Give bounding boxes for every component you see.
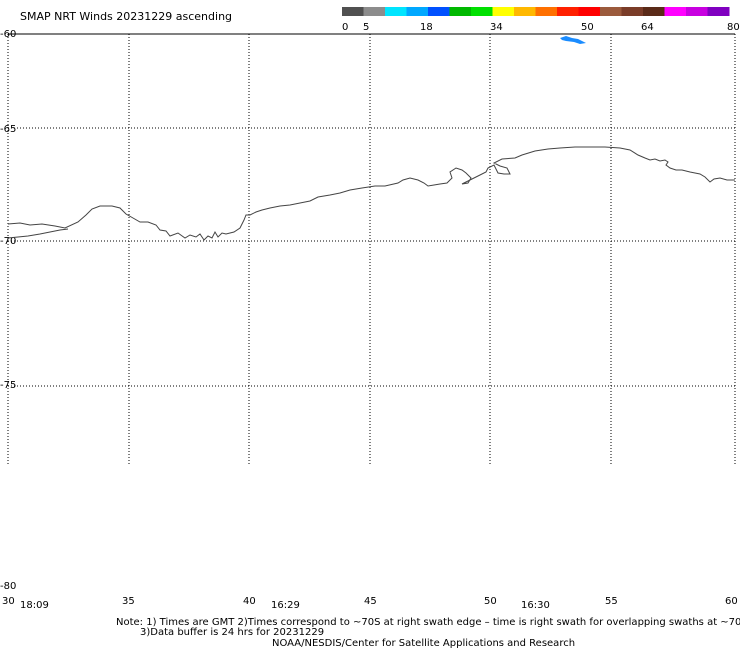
colorbar-segment — [514, 7, 536, 16]
wind-speed-colorbar: 0 5 18 34 50 64 80 — [342, 7, 740, 33]
time-label-3: 16:30 — [521, 600, 550, 611]
lon-label-60: 60 — [725, 596, 738, 607]
colorbar-segment — [492, 7, 515, 16]
colorbar-segment — [342, 7, 364, 16]
colorbar-segment — [363, 7, 386, 16]
colorbar-segment — [428, 7, 450, 16]
colorbar-tick-label: 0 — [342, 22, 348, 33]
colorbar-segment — [578, 7, 601, 16]
lon-label-50: 50 — [484, 596, 497, 607]
lat-lon-grid — [8, 34, 736, 465]
colorbar-segment — [707, 7, 730, 16]
time-label-1: 18:09 — [20, 600, 49, 611]
colorbar-tick-label: 64 — [641, 22, 654, 33]
colorbar-tick-label: 5 — [363, 22, 369, 33]
colorbar-segment — [600, 7, 622, 16]
colorbar-segment — [385, 7, 407, 16]
note-line-3: NOAA/NESDIS/Center for Satellite Applica… — [272, 638, 575, 649]
colorbar-segment — [449, 7, 472, 16]
lon-label-55: 55 — [605, 596, 618, 607]
colorbar-segment — [471, 7, 493, 16]
colorbar-tick-label: 34 — [490, 22, 503, 33]
lat-label-65: -65 — [0, 124, 16, 135]
lat-label-75: -75 — [0, 380, 16, 391]
colorbar-segment — [643, 7, 665, 16]
lon-label-45: 45 — [364, 596, 377, 607]
lat-label-80: -80 — [0, 581, 16, 592]
colorbar-tick-label: 80 — [727, 22, 740, 33]
note-line-2: 3)Data buffer is 24 hrs for 20231229 — [140, 627, 324, 638]
colorbar-tick-label: 18 — [420, 22, 433, 33]
colorbar-segment — [557, 7, 579, 16]
note-line-1: Note: 1) Times are GMT 2)Times correspon… — [116, 617, 740, 628]
lat-label-60: -60 — [0, 29, 16, 40]
time-label-2: 16:29 — [271, 600, 300, 611]
antarctic-coastline-south — [7, 228, 69, 239]
colorbar-segment — [621, 7, 644, 16]
wind-swath-patch — [560, 36, 586, 44]
colorbar-segment — [406, 7, 429, 16]
lon-label-35: 35 — [122, 596, 135, 607]
lon-label-30: 30 — [2, 596, 15, 607]
lat-label-70: -70 — [0, 236, 16, 247]
map-title: SMAP NRT Winds 20231229 ascending — [20, 10, 232, 23]
colorbar-segment — [664, 7, 687, 16]
colorbar-segment — [535, 7, 558, 16]
colorbar-tick-label: 50 — [581, 22, 594, 33]
antarctic-coastline — [7, 146, 735, 241]
colorbar-segment — [686, 7, 708, 16]
lon-label-40: 40 — [243, 596, 256, 607]
